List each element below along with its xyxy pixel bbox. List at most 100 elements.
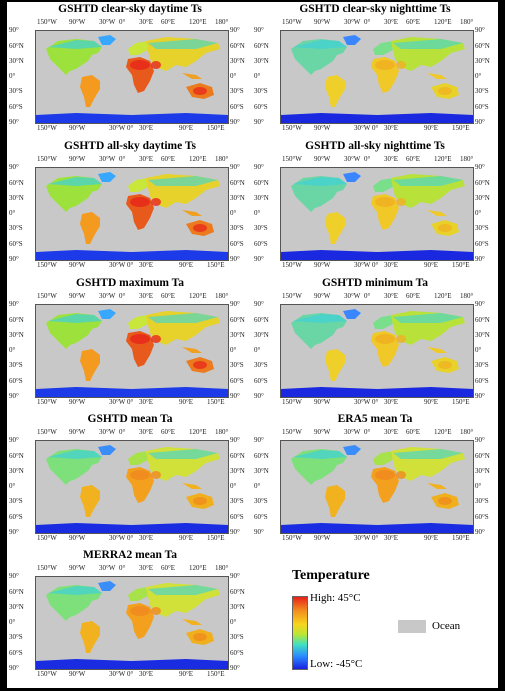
longitude-label-top: 60°E bbox=[406, 18, 421, 26]
longitude-label-bottom: 30°W 0° bbox=[354, 398, 379, 406]
map-panel: ERA5 mean Ta 150°W 90°W 30°W 0° 30°E 60°E 120°E… bbox=[252, 412, 498, 549]
continent-greenland bbox=[343, 35, 361, 45]
latitude-label-left: 90° bbox=[9, 255, 19, 263]
longitude-label-top: 120°E bbox=[434, 18, 452, 26]
latitude-label-right: 30°S bbox=[230, 361, 244, 369]
siberia-band bbox=[148, 585, 218, 595]
latitude-label-right: 60°S bbox=[230, 376, 244, 385]
continent-seas bbox=[427, 347, 447, 353]
continent-ant bbox=[281, 387, 473, 397]
hotspot-australia bbox=[438, 224, 452, 232]
arctic-band bbox=[293, 314, 347, 323]
latitude-label-right: 60°N bbox=[230, 315, 245, 324]
latitude-label-left: 60°S bbox=[9, 512, 23, 521]
continent-ant bbox=[36, 387, 228, 397]
longitude-label-top: 90°W bbox=[69, 18, 86, 26]
latitude-label-right: 30°N bbox=[230, 57, 245, 65]
continent-greenland bbox=[98, 445, 116, 455]
temperature-colorbar bbox=[292, 596, 308, 670]
longitude-label-bottom: 90°E bbox=[179, 261, 194, 269]
latitude-label-right: 30°N bbox=[475, 194, 490, 202]
latitude-label-right: 60°N bbox=[475, 315, 490, 324]
longitude-label-top: 180° bbox=[215, 155, 229, 163]
longitude-label-top: 150°W bbox=[37, 155, 57, 163]
hotspot-sahara bbox=[130, 470, 150, 480]
continent-ant bbox=[36, 250, 228, 260]
longitude-label-top: 90°W bbox=[314, 292, 331, 300]
map-panel: GSHTD minimum Ta 150°W 90°W 30°W 0° 30°E 60°E 1… bbox=[252, 276, 498, 413]
hotspot-sahara bbox=[130, 606, 150, 616]
latitude-label-right: 30°S bbox=[230, 87, 244, 95]
latitude-label-left: 90° bbox=[9, 118, 19, 126]
longitude-label-bottom: 30°E bbox=[139, 398, 154, 406]
latitude-label-right: 90° bbox=[475, 255, 485, 263]
longitude-label-bottom: 90°E bbox=[179, 670, 194, 678]
longitude-label-bottom: 150°W bbox=[37, 124, 57, 132]
siberia-band bbox=[393, 39, 463, 49]
longitude-label-bottom: 150°W bbox=[282, 261, 302, 269]
map-panel: GSHTD maximum Ta 150°W 90°W 30°W 0° 30°E 60°E 1… bbox=[7, 276, 253, 413]
latitude-label-left: 30°N bbox=[254, 194, 269, 202]
continent-sa bbox=[80, 485, 100, 517]
latitude-label-right: 30°S bbox=[475, 361, 489, 369]
longitude-label-bottom: 90°E bbox=[179, 398, 194, 406]
longitude-label-bottom: 90°W bbox=[69, 398, 86, 406]
longitude-label-top: 180° bbox=[215, 564, 229, 572]
latitude-label-left: 60°N bbox=[9, 178, 24, 187]
hotspot-sahara bbox=[130, 60, 150, 70]
latitude-label-right: 90° bbox=[230, 664, 240, 672]
latitude-label-right: 0° bbox=[475, 209, 482, 217]
latitude-label-left: 0° bbox=[254, 72, 261, 80]
arctic-band bbox=[293, 40, 347, 49]
latitude-label-right: 30°N bbox=[475, 467, 490, 475]
hotspot-sahara bbox=[130, 197, 150, 207]
longitude-label-top: 180° bbox=[215, 292, 229, 300]
longitude-label-bottom: 30°E bbox=[384, 261, 399, 269]
continent-seas bbox=[182, 483, 202, 489]
longitude-label-top: 120°E bbox=[434, 155, 452, 163]
longitude-label-top: 180° bbox=[460, 18, 474, 26]
longitude-label-bottom: 150°E bbox=[207, 261, 225, 269]
legend-high-label: High: 45°C bbox=[310, 592, 361, 604]
map-panel: GSHTD clear-sky daytime Ts 150°W 90°W 30°W 0… bbox=[7, 2, 253, 139]
world-map bbox=[280, 30, 474, 124]
longitude-label-top: 30°W bbox=[99, 18, 116, 26]
longitude-label-top: 120°E bbox=[189, 18, 207, 26]
continent-sa bbox=[325, 349, 345, 381]
siberia-band bbox=[393, 176, 463, 186]
world-map bbox=[280, 167, 474, 261]
longitude-label-bottom: 90°W bbox=[69, 124, 86, 132]
latitude-label-right: 60°S bbox=[475, 376, 489, 385]
latitude-label-left: 0° bbox=[254, 209, 261, 217]
latitude-label-left: 30°S bbox=[9, 633, 23, 641]
latitude-label-left: 90° bbox=[254, 118, 264, 126]
latitude-label-left: 60°N bbox=[9, 41, 24, 50]
latitude-label-left: 30°S bbox=[254, 87, 268, 95]
latitude-label-left: 60°N bbox=[9, 315, 24, 324]
latitude-label-right: 60°S bbox=[475, 239, 489, 248]
latitude-label-right: 30°N bbox=[230, 331, 245, 339]
latitude-label-right: 90° bbox=[230, 528, 240, 536]
longitude-label-top: 120°E bbox=[434, 292, 452, 300]
longitude-label-bottom: 90°W bbox=[69, 534, 86, 542]
latitude-label-left: 60°N bbox=[254, 41, 269, 50]
arctic-band bbox=[48, 177, 102, 186]
panel-title: GSHTD clear-sky nighttime Ts bbox=[299, 3, 451, 15]
latitude-label-left: 0° bbox=[9, 72, 16, 80]
hotspot-arabia bbox=[151, 335, 161, 343]
latitude-label-left: 30°S bbox=[9, 361, 23, 369]
latitude-label-left: 90° bbox=[9, 163, 19, 171]
latitude-label-right: 90° bbox=[230, 572, 240, 580]
continent-greenland bbox=[343, 309, 361, 319]
latitude-label-right: 60°S bbox=[230, 239, 244, 248]
continent-seas bbox=[427, 483, 447, 489]
continent-ant bbox=[36, 659, 228, 669]
latitude-label-right: 90° bbox=[230, 392, 240, 400]
latitude-label-right: 0° bbox=[230, 346, 237, 354]
continent-greenland bbox=[98, 35, 116, 45]
latitude-label-left: 30°S bbox=[9, 224, 23, 232]
continent-seas bbox=[427, 210, 447, 216]
hotspot-sahara bbox=[130, 334, 150, 344]
continent-seas bbox=[427, 73, 447, 79]
latitude-label-left: 90° bbox=[254, 255, 264, 263]
